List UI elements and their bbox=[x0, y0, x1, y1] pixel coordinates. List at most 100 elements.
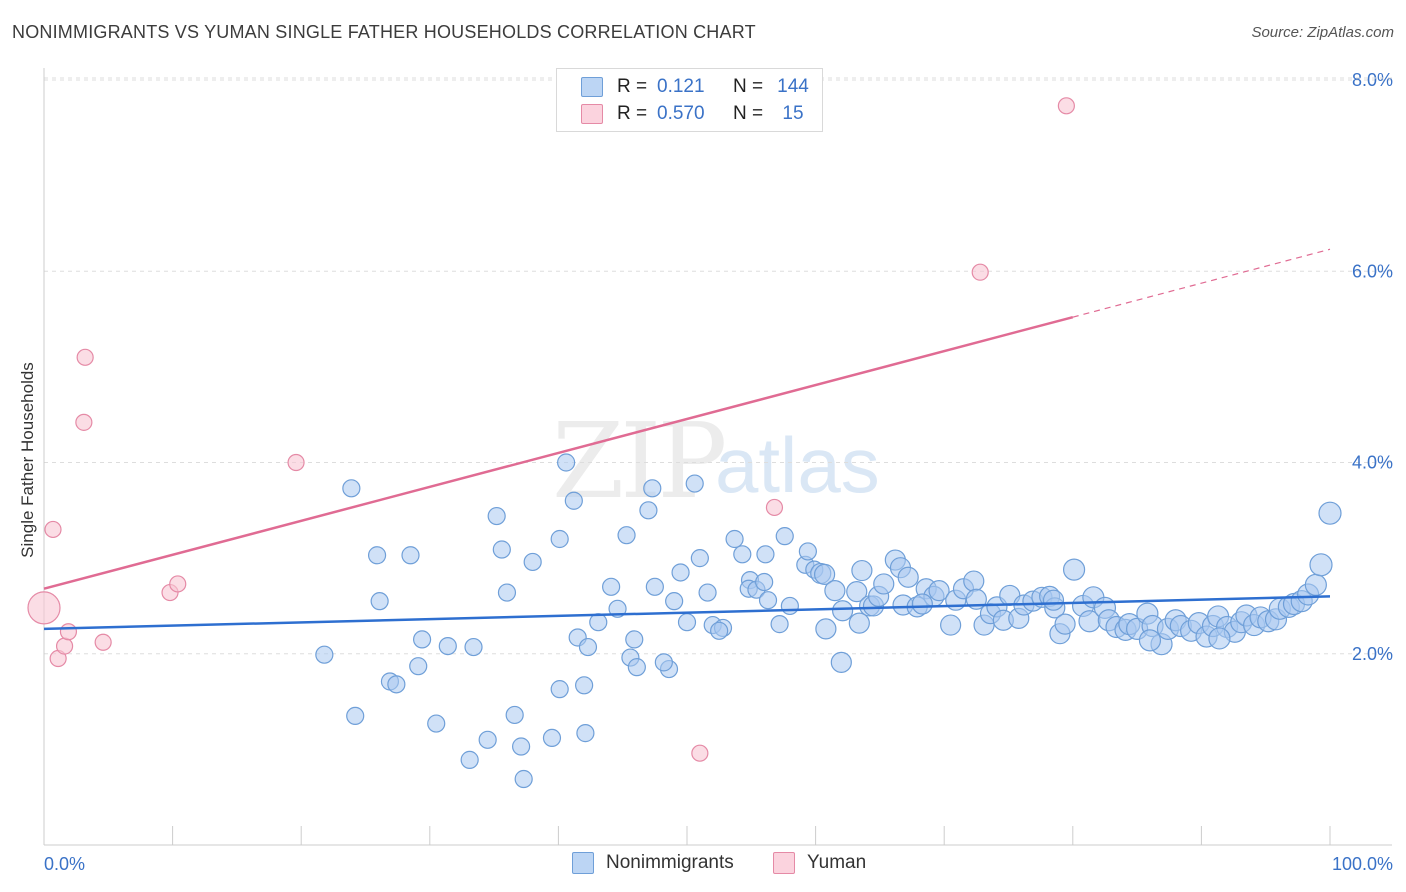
nonimmigrants-point bbox=[512, 737, 531, 756]
nonimmigrants-point bbox=[770, 615, 789, 634]
nonimmigrants-point bbox=[1054, 613, 1076, 635]
nonimmigrants-point bbox=[677, 613, 697, 632]
nonimmigrants-point bbox=[755, 572, 774, 592]
nonimmigrants-point bbox=[733, 545, 752, 564]
x-tick-label: 100.0% bbox=[1332, 854, 1393, 874]
nonimmigrants-point bbox=[464, 637, 483, 657]
legend-label: Nonimmigrants bbox=[606, 852, 734, 873]
y-tick-label: 8.0% bbox=[1352, 70, 1393, 90]
nonimmigrants-point bbox=[478, 730, 497, 749]
nonimmigrants-point bbox=[645, 577, 664, 596]
nonimmigrants-point bbox=[438, 636, 457, 656]
legend-row-nonimmigrants: R = 0.121 N = 144 bbox=[581, 75, 815, 99]
nonimmigrants-point bbox=[578, 637, 598, 657]
nonimmigrants-point bbox=[401, 546, 420, 565]
yuman-trendline-extension bbox=[1072, 248, 1331, 318]
yuman-point bbox=[55, 637, 74, 655]
nonimmigrants-point bbox=[1138, 629, 1162, 652]
legend-r-value: 0.121 bbox=[657, 76, 705, 97]
nonimmigrants-point bbox=[460, 750, 479, 769]
yuman-point bbox=[971, 263, 989, 281]
legend-swatch-pink bbox=[581, 104, 603, 124]
nonimmigrants-point bbox=[798, 542, 817, 561]
nonimmigrants-point bbox=[758, 591, 778, 610]
nonimmigrants-point bbox=[671, 563, 690, 582]
nonimmigrants-point bbox=[873, 573, 895, 595]
nonimmigrants-point bbox=[409, 657, 428, 676]
legend-n-label: N = bbox=[733, 76, 764, 97]
chart-title: NONIMMIGRANTS VS YUMAN SINGLE FATHER HOU… bbox=[12, 22, 756, 42]
nonimmigrants-point bbox=[564, 491, 583, 510]
nonimmigrants-point bbox=[523, 552, 542, 572]
nonimmigrants-point bbox=[643, 479, 662, 498]
nonimmigrants-point bbox=[542, 728, 562, 748]
nonimmigrants-point bbox=[1318, 501, 1342, 525]
legend-n-label: N = bbox=[733, 103, 764, 124]
nonimmigrants-point bbox=[505, 705, 524, 725]
yuman-point bbox=[76, 348, 94, 366]
yuman-point bbox=[59, 623, 78, 641]
nonimmigrants-point bbox=[1208, 627, 1231, 650]
nonimmigrants-point bbox=[315, 645, 334, 664]
source-credit: Source: ZipAtlas.com bbox=[1251, 24, 1394, 41]
nonimmigrants-point bbox=[897, 566, 919, 588]
legend-swatch-blue bbox=[581, 77, 603, 97]
nonimmigrants-point bbox=[576, 724, 595, 743]
yuman-point bbox=[287, 453, 305, 472]
legend-r-label: R = bbox=[617, 76, 648, 97]
nonimmigrants-point bbox=[342, 479, 361, 498]
y-tick-label: 4.0% bbox=[1352, 453, 1393, 473]
nonimmigrants-point bbox=[654, 653, 673, 672]
nonimmigrants-point bbox=[1042, 589, 1065, 611]
nonimmigrants-point bbox=[911, 593, 933, 615]
nonimmigrants-point bbox=[1062, 558, 1086, 581]
yuman-point bbox=[691, 744, 709, 762]
nonimmigrants-point bbox=[665, 592, 684, 611]
nonimmigrants-point bbox=[1304, 573, 1327, 597]
legend-n-value: 15 bbox=[782, 103, 804, 124]
yuman-point bbox=[1057, 97, 1075, 115]
nonimmigrants-point bbox=[514, 769, 533, 789]
legend-r-value: 0.570 bbox=[657, 103, 705, 124]
nonimmigrants-point bbox=[830, 651, 852, 673]
nonimmigrants-point bbox=[824, 580, 846, 602]
y-tick-label: 2.0% bbox=[1352, 644, 1393, 664]
nonimmigrants-point bbox=[928, 580, 950, 602]
nonimmigrants-point bbox=[412, 630, 432, 649]
correlation-legend: R = 0.121 N = 144 R = 0.570 N = 15 bbox=[556, 68, 823, 132]
nonimmigrants-point bbox=[370, 592, 389, 611]
nonimmigrants-point bbox=[625, 630, 644, 649]
legend-swatch-pink bbox=[773, 852, 795, 874]
nonimmigrants-point bbox=[963, 570, 985, 592]
x-tick-label: 0.0% bbox=[44, 854, 85, 874]
legend-label: Yuman bbox=[807, 852, 867, 873]
nonimmigrants-point bbox=[497, 583, 517, 602]
nonimmigrants-point bbox=[710, 621, 729, 640]
watermark-atlas: atlas bbox=[715, 421, 880, 509]
nonimmigrants-point bbox=[575, 676, 594, 695]
nonimmigrants-point bbox=[639, 501, 658, 520]
nonimmigrants-point bbox=[387, 675, 406, 694]
nonimmigrants-point bbox=[756, 545, 775, 564]
nonimmigrants-point bbox=[775, 527, 794, 546]
nonimmigrants-point bbox=[940, 614, 962, 636]
nonimmigrants-point bbox=[346, 706, 365, 726]
nonimmigrants-point bbox=[848, 612, 870, 634]
nonimmigrants-point bbox=[685, 474, 704, 493]
y-tick-label: 6.0% bbox=[1352, 261, 1393, 281]
nonimmigrants-point bbox=[1309, 553, 1333, 577]
series-legend: Nonimmigrants Yuman bbox=[0, 852, 1406, 878]
nonimmigrants-point bbox=[487, 506, 506, 526]
nonimmigrants-point bbox=[557, 453, 576, 472]
nonimmigrants-point bbox=[832, 600, 854, 622]
nonimmigrants-point bbox=[627, 658, 646, 677]
legend-swatch-blue bbox=[572, 852, 594, 874]
nonimmigrants-point bbox=[851, 559, 873, 582]
yuman-point bbox=[27, 591, 61, 625]
nonimmigrants-trendline bbox=[43, 595, 1331, 631]
nonimmigrants-point bbox=[602, 577, 621, 596]
nonimmigrants-point bbox=[725, 529, 744, 549]
nonimmigrants-point bbox=[698, 583, 717, 602]
yuman-point bbox=[169, 575, 187, 593]
